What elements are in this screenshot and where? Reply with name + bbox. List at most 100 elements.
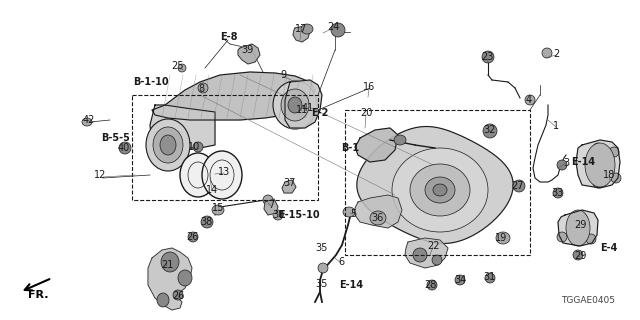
Ellipse shape xyxy=(212,205,224,215)
Ellipse shape xyxy=(161,252,179,272)
Text: 27: 27 xyxy=(512,181,524,191)
Ellipse shape xyxy=(178,64,186,72)
Text: 25: 25 xyxy=(172,61,184,71)
Ellipse shape xyxy=(455,275,465,285)
Polygon shape xyxy=(576,140,620,188)
Text: 28: 28 xyxy=(424,280,436,290)
Text: E-2: E-2 xyxy=(311,108,329,118)
Ellipse shape xyxy=(318,263,328,273)
Ellipse shape xyxy=(542,48,552,58)
Ellipse shape xyxy=(82,118,92,126)
Ellipse shape xyxy=(482,51,494,63)
Ellipse shape xyxy=(160,135,176,155)
Text: 3: 3 xyxy=(563,158,569,168)
Ellipse shape xyxy=(392,148,488,232)
Ellipse shape xyxy=(288,97,302,113)
Ellipse shape xyxy=(496,232,510,244)
Text: B-5-5: B-5-5 xyxy=(102,133,131,143)
Ellipse shape xyxy=(432,255,442,265)
Text: 39: 39 xyxy=(241,45,253,55)
Ellipse shape xyxy=(410,164,470,216)
Ellipse shape xyxy=(553,188,563,198)
Polygon shape xyxy=(405,238,448,268)
Ellipse shape xyxy=(173,290,183,300)
Ellipse shape xyxy=(301,24,313,34)
Ellipse shape xyxy=(433,184,447,196)
Text: 35: 35 xyxy=(316,243,328,253)
Text: 2: 2 xyxy=(553,49,559,59)
Text: 20: 20 xyxy=(360,108,372,118)
Ellipse shape xyxy=(193,142,203,152)
Bar xyxy=(345,110,530,255)
Ellipse shape xyxy=(483,124,497,138)
Ellipse shape xyxy=(202,151,242,199)
Text: 11: 11 xyxy=(296,105,308,115)
Text: B-1: B-1 xyxy=(341,143,359,153)
Polygon shape xyxy=(152,72,315,120)
Ellipse shape xyxy=(198,83,208,93)
Text: FR.: FR. xyxy=(28,290,48,300)
Ellipse shape xyxy=(146,119,190,171)
Ellipse shape xyxy=(585,143,615,187)
Polygon shape xyxy=(355,195,402,228)
Ellipse shape xyxy=(557,232,567,242)
Text: 1: 1 xyxy=(553,121,559,131)
Text: 42: 42 xyxy=(83,115,95,125)
Ellipse shape xyxy=(427,280,437,290)
Ellipse shape xyxy=(425,177,455,203)
Ellipse shape xyxy=(331,23,345,37)
Ellipse shape xyxy=(273,210,283,220)
Ellipse shape xyxy=(394,135,406,145)
Ellipse shape xyxy=(586,234,596,244)
Text: 24: 24 xyxy=(327,22,339,32)
Text: 33: 33 xyxy=(551,188,563,198)
Ellipse shape xyxy=(611,173,621,183)
Ellipse shape xyxy=(513,180,525,192)
Text: 12: 12 xyxy=(94,170,106,180)
Text: 38: 38 xyxy=(200,217,212,227)
Text: 40: 40 xyxy=(118,143,130,153)
Ellipse shape xyxy=(201,216,213,228)
Polygon shape xyxy=(357,126,513,244)
Text: 37: 37 xyxy=(283,178,295,188)
Text: 19: 19 xyxy=(495,233,507,243)
Ellipse shape xyxy=(273,81,317,129)
Text: 7: 7 xyxy=(268,200,274,210)
Ellipse shape xyxy=(577,213,587,223)
Ellipse shape xyxy=(263,195,273,205)
Polygon shape xyxy=(282,180,296,193)
Text: 41: 41 xyxy=(302,103,314,113)
Ellipse shape xyxy=(557,160,567,170)
Text: 5: 5 xyxy=(350,209,356,219)
Ellipse shape xyxy=(188,232,198,242)
Ellipse shape xyxy=(281,89,309,121)
Bar xyxy=(132,95,318,200)
Text: 16: 16 xyxy=(363,82,375,92)
Text: TGGAE0405: TGGAE0405 xyxy=(561,296,615,305)
Polygon shape xyxy=(558,210,598,246)
Text: 6: 6 xyxy=(338,257,344,267)
Ellipse shape xyxy=(153,127,183,163)
Text: 26: 26 xyxy=(172,291,184,301)
Ellipse shape xyxy=(525,95,535,105)
Text: 9: 9 xyxy=(280,70,286,80)
Text: 23: 23 xyxy=(481,52,493,62)
Polygon shape xyxy=(285,80,322,128)
Text: B-1-10: B-1-10 xyxy=(133,77,169,87)
Polygon shape xyxy=(355,128,398,162)
Ellipse shape xyxy=(413,248,427,262)
Text: E-15-10: E-15-10 xyxy=(278,210,320,220)
Ellipse shape xyxy=(370,211,386,225)
Text: 36: 36 xyxy=(371,213,383,223)
Polygon shape xyxy=(148,248,192,310)
Text: 30: 30 xyxy=(272,210,284,220)
Text: 32: 32 xyxy=(483,125,495,135)
Polygon shape xyxy=(150,105,215,148)
Text: 13: 13 xyxy=(218,167,230,177)
Text: 14: 14 xyxy=(206,185,218,195)
Text: 29: 29 xyxy=(574,220,586,230)
Text: 26: 26 xyxy=(186,232,198,242)
Ellipse shape xyxy=(609,147,619,157)
Ellipse shape xyxy=(593,143,603,153)
Ellipse shape xyxy=(119,142,131,154)
